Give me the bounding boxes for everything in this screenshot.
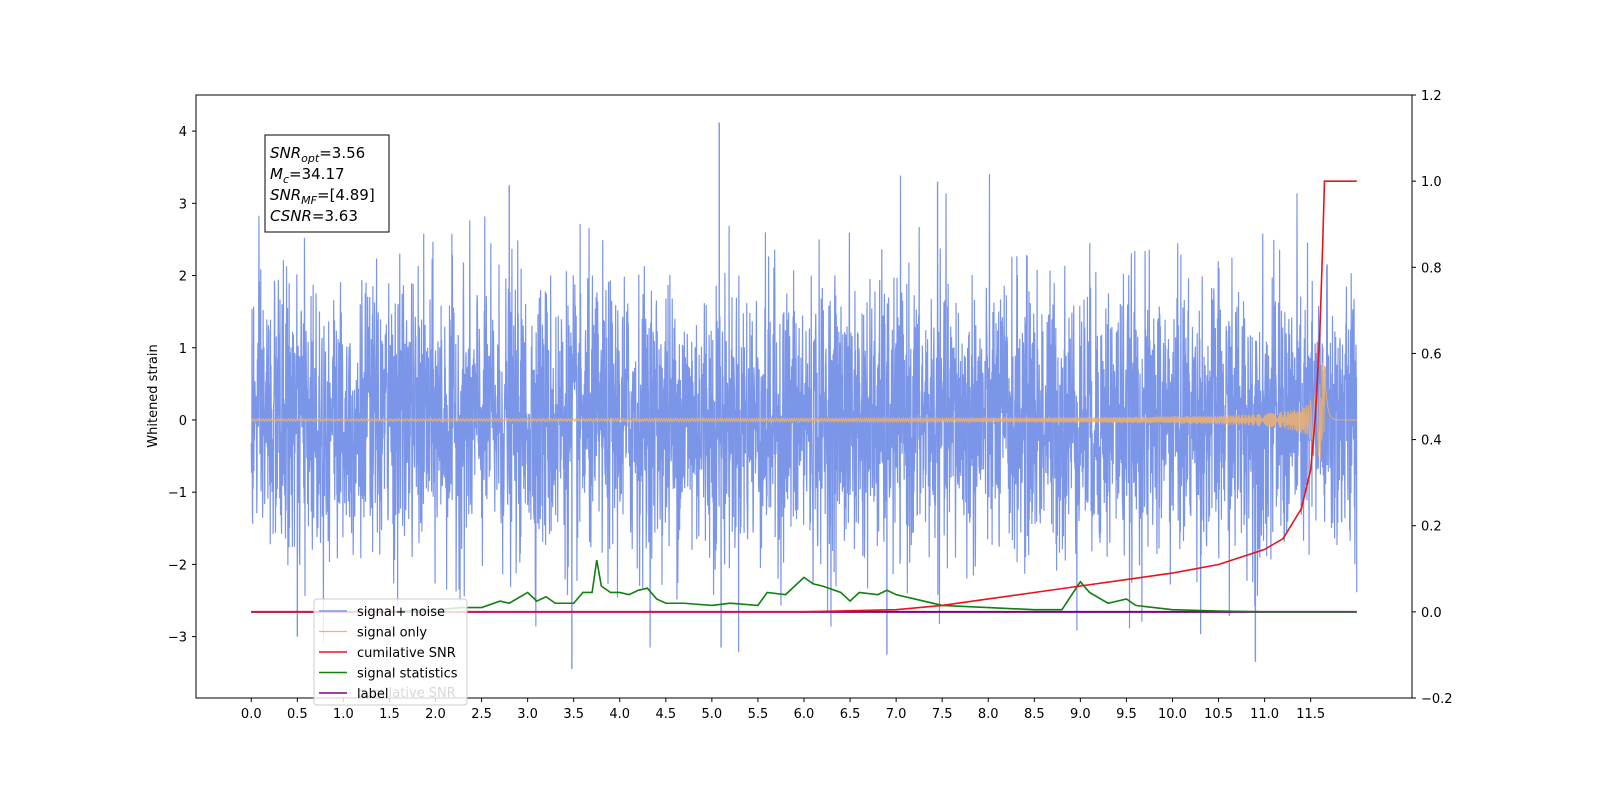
series-line-cumilative-snr [251, 180, 1357, 613]
annotation-value: =3.63 [312, 207, 358, 225]
y-left-tick-label: 3 [179, 197, 187, 212]
x-tick-label: 8.5 [1024, 707, 1045, 722]
x-tick-label: 6.5 [840, 707, 861, 722]
legend-entries: signal+ noise signal only cumilative SNR si… [319, 605, 458, 702]
annotation-line: Mc=34.17 [270, 165, 345, 186]
x-tick-label: 0.5 [287, 707, 308, 722]
legend-label-signal-noise: signal+ noise [357, 605, 445, 620]
legend-label-label: label [357, 687, 388, 702]
x-tick-label: 10.0 [1158, 707, 1187, 722]
annotation-value: =[4.89] [317, 186, 375, 204]
annotation-value: =34.17 [289, 165, 345, 183]
annotation-symbol: CSNR [270, 207, 312, 225]
y-right-tick-label: 1.2 [1421, 89, 1442, 104]
y-right-tick-label: 0.2 [1421, 520, 1442, 535]
series-line-signal-only [250, 362, 1357, 461]
legend-label-signal-only: signal only [357, 626, 427, 641]
y-right-tick-label: −0.2 [1421, 692, 1453, 707]
x-tick-label: 4.5 [655, 707, 676, 722]
y-right-tick-label: 1.0 [1421, 175, 1442, 190]
annotation-subscript: MF [301, 194, 317, 207]
x-tick-label: 6.0 [794, 707, 815, 722]
annotation-subscript: c [283, 173, 289, 186]
annotation-symbol: M [270, 165, 283, 183]
x-tick-label: 3.0 [517, 707, 538, 722]
x-tick-label: 1.5 [379, 707, 400, 722]
x-axis: 0.0 0.5 1.0 1.5 2.0 2.5 3.0 3.5 4.0 4.5 5.0 5.5 6.0 6… [241, 698, 1325, 722]
x-tick-label: 7.5 [932, 707, 953, 722]
legend-frame [313, 598, 468, 706]
y-right-tick-label: 0.6 [1421, 347, 1442, 362]
legend-ghost-entry: cumilative SNR [357, 686, 456, 701]
y-left-tick-label: 0 [179, 414, 187, 429]
x-tick-label: 0.0 [241, 707, 262, 722]
annotation-line: CSNR=3.63 [270, 207, 358, 225]
x-tick-label: 3.5 [563, 707, 584, 722]
y-right-tick-label: 0.8 [1421, 261, 1442, 276]
x-tick-label: 11.5 [1296, 707, 1325, 722]
annotation-symbol: SNR [270, 186, 301, 204]
y-right-tick-label: 0.0 [1421, 606, 1442, 621]
annotation-line: SNRopt=3.56 [270, 144, 365, 165]
legend-label-cumilative-snr: cumilative SNR [357, 646, 456, 661]
annotation-line: SNRMF=[4.89] [270, 186, 375, 207]
series-line-signal-statistics [251, 560, 1357, 613]
legend: cumilative SNR signal+ noise signal only c… [313, 598, 468, 706]
x-tick-label: 2.5 [471, 707, 492, 722]
x-tick-label: 9.0 [1070, 707, 1091, 722]
x-tick-label: 7.0 [886, 707, 907, 722]
annotation-symbol: SNR [270, 144, 301, 162]
annotation-frame [264, 134, 390, 233]
x-tick-label: 1.0 [333, 707, 354, 722]
y-axis-left: −3 −2 −1 0 1 2 3 4 [168, 125, 196, 646]
x-tick-label: 2.0 [425, 707, 446, 722]
y-left-tick-label: 4 [179, 125, 187, 140]
x-tick-label: 5.5 [748, 707, 769, 722]
x-tick-label: 4.0 [609, 707, 630, 722]
y-left-tick-label: −3 [168, 631, 187, 646]
x-tick-label: 8.0 [978, 707, 999, 722]
y-right-tick-label: 0.4 [1421, 434, 1442, 449]
x-tick-label: 11.0 [1250, 707, 1279, 722]
y-left-tick-label: 2 [179, 270, 187, 285]
signal-only-series [250, 362, 1357, 461]
legend-label-signal-statistics: signal statistics [357, 667, 458, 682]
y-left-tick-label: −1 [168, 486, 187, 501]
y-left-tick-label: −2 [168, 558, 187, 573]
y-left-tick-label: 1 [179, 342, 187, 357]
annotation-subscript: opt [301, 152, 320, 165]
y-axis-right: −0.2 0.0 0.2 0.4 0.6 0.8 1.0 1.2 [1412, 89, 1453, 707]
x-tick-label: 10.5 [1204, 707, 1233, 722]
x-tick-label: 5.0 [702, 707, 723, 722]
x-tick-label: 9.5 [1116, 707, 1137, 722]
y-axis-left-label: Whitened strain [146, 344, 161, 447]
annotation-value: =3.56 [319, 144, 365, 162]
